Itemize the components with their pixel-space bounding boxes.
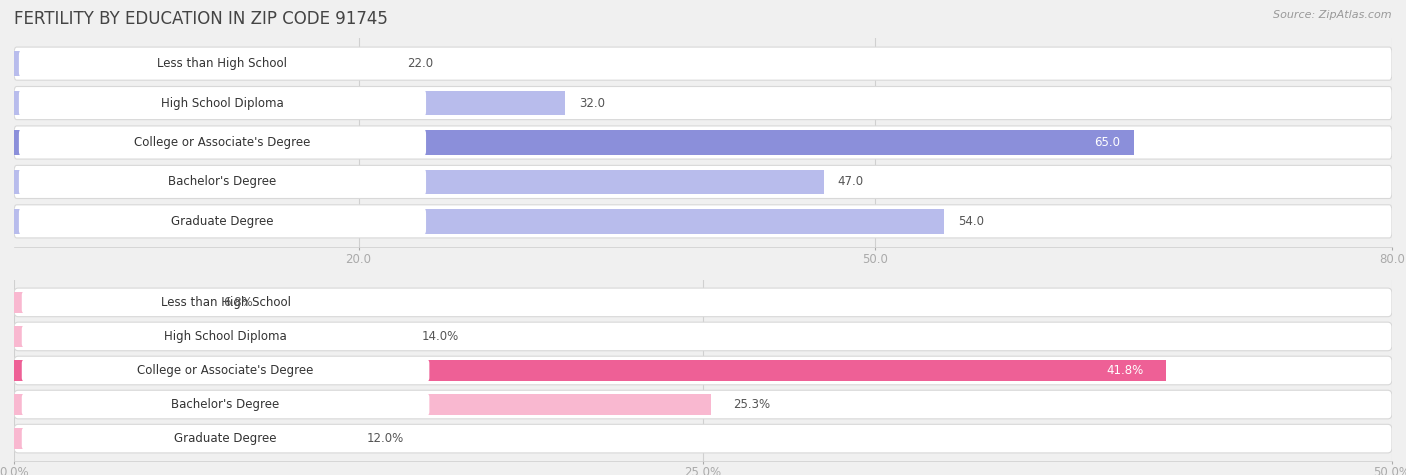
Text: 54.0: 54.0 — [957, 215, 984, 228]
Text: Graduate Degree: Graduate Degree — [174, 432, 277, 445]
Bar — [14, 428, 344, 449]
Text: 22.0: 22.0 — [406, 57, 433, 70]
Text: High School Diploma: High School Diploma — [165, 330, 287, 343]
Bar — [14, 91, 565, 115]
FancyBboxPatch shape — [14, 165, 1392, 199]
Text: 6.8%: 6.8% — [224, 296, 253, 309]
Text: Less than High School: Less than High School — [157, 57, 287, 70]
FancyBboxPatch shape — [14, 126, 1392, 159]
Text: 47.0: 47.0 — [838, 175, 863, 189]
Text: 32.0: 32.0 — [579, 96, 605, 110]
Text: College or Associate's Degree: College or Associate's Degree — [138, 364, 314, 377]
Text: 12.0%: 12.0% — [367, 432, 404, 445]
FancyBboxPatch shape — [14, 47, 1392, 80]
FancyBboxPatch shape — [14, 424, 1392, 453]
FancyBboxPatch shape — [21, 325, 429, 348]
FancyBboxPatch shape — [21, 359, 429, 382]
Bar — [14, 326, 399, 347]
FancyBboxPatch shape — [14, 205, 1392, 238]
Text: College or Associate's Degree: College or Associate's Degree — [135, 136, 311, 149]
Text: Source: ZipAtlas.com: Source: ZipAtlas.com — [1274, 10, 1392, 19]
FancyBboxPatch shape — [14, 322, 1392, 351]
Bar — [14, 360, 1166, 381]
FancyBboxPatch shape — [18, 90, 426, 116]
FancyBboxPatch shape — [18, 209, 426, 234]
FancyBboxPatch shape — [14, 356, 1392, 385]
Text: FERTILITY BY EDUCATION IN ZIP CODE 91745: FERTILITY BY EDUCATION IN ZIP CODE 91745 — [14, 10, 388, 28]
Bar — [14, 209, 945, 234]
Text: Less than High School: Less than High School — [160, 296, 291, 309]
Bar — [14, 51, 394, 76]
Text: Bachelor's Degree: Bachelor's Degree — [172, 398, 280, 411]
Bar — [14, 170, 824, 194]
FancyBboxPatch shape — [21, 393, 429, 416]
Bar — [14, 292, 201, 313]
FancyBboxPatch shape — [21, 291, 429, 314]
FancyBboxPatch shape — [21, 428, 429, 450]
Text: 14.0%: 14.0% — [422, 330, 460, 343]
FancyBboxPatch shape — [18, 51, 426, 76]
FancyBboxPatch shape — [18, 169, 426, 195]
Text: High School Diploma: High School Diploma — [162, 96, 284, 110]
Bar — [14, 130, 1133, 155]
FancyBboxPatch shape — [18, 130, 426, 155]
FancyBboxPatch shape — [14, 86, 1392, 120]
FancyBboxPatch shape — [14, 390, 1392, 419]
Text: Bachelor's Degree: Bachelor's Degree — [169, 175, 277, 189]
Bar — [14, 394, 711, 415]
Text: 41.8%: 41.8% — [1107, 364, 1144, 377]
Text: Graduate Degree: Graduate Degree — [172, 215, 274, 228]
Text: 25.3%: 25.3% — [734, 398, 770, 411]
Text: 65.0: 65.0 — [1094, 136, 1119, 149]
FancyBboxPatch shape — [14, 288, 1392, 317]
